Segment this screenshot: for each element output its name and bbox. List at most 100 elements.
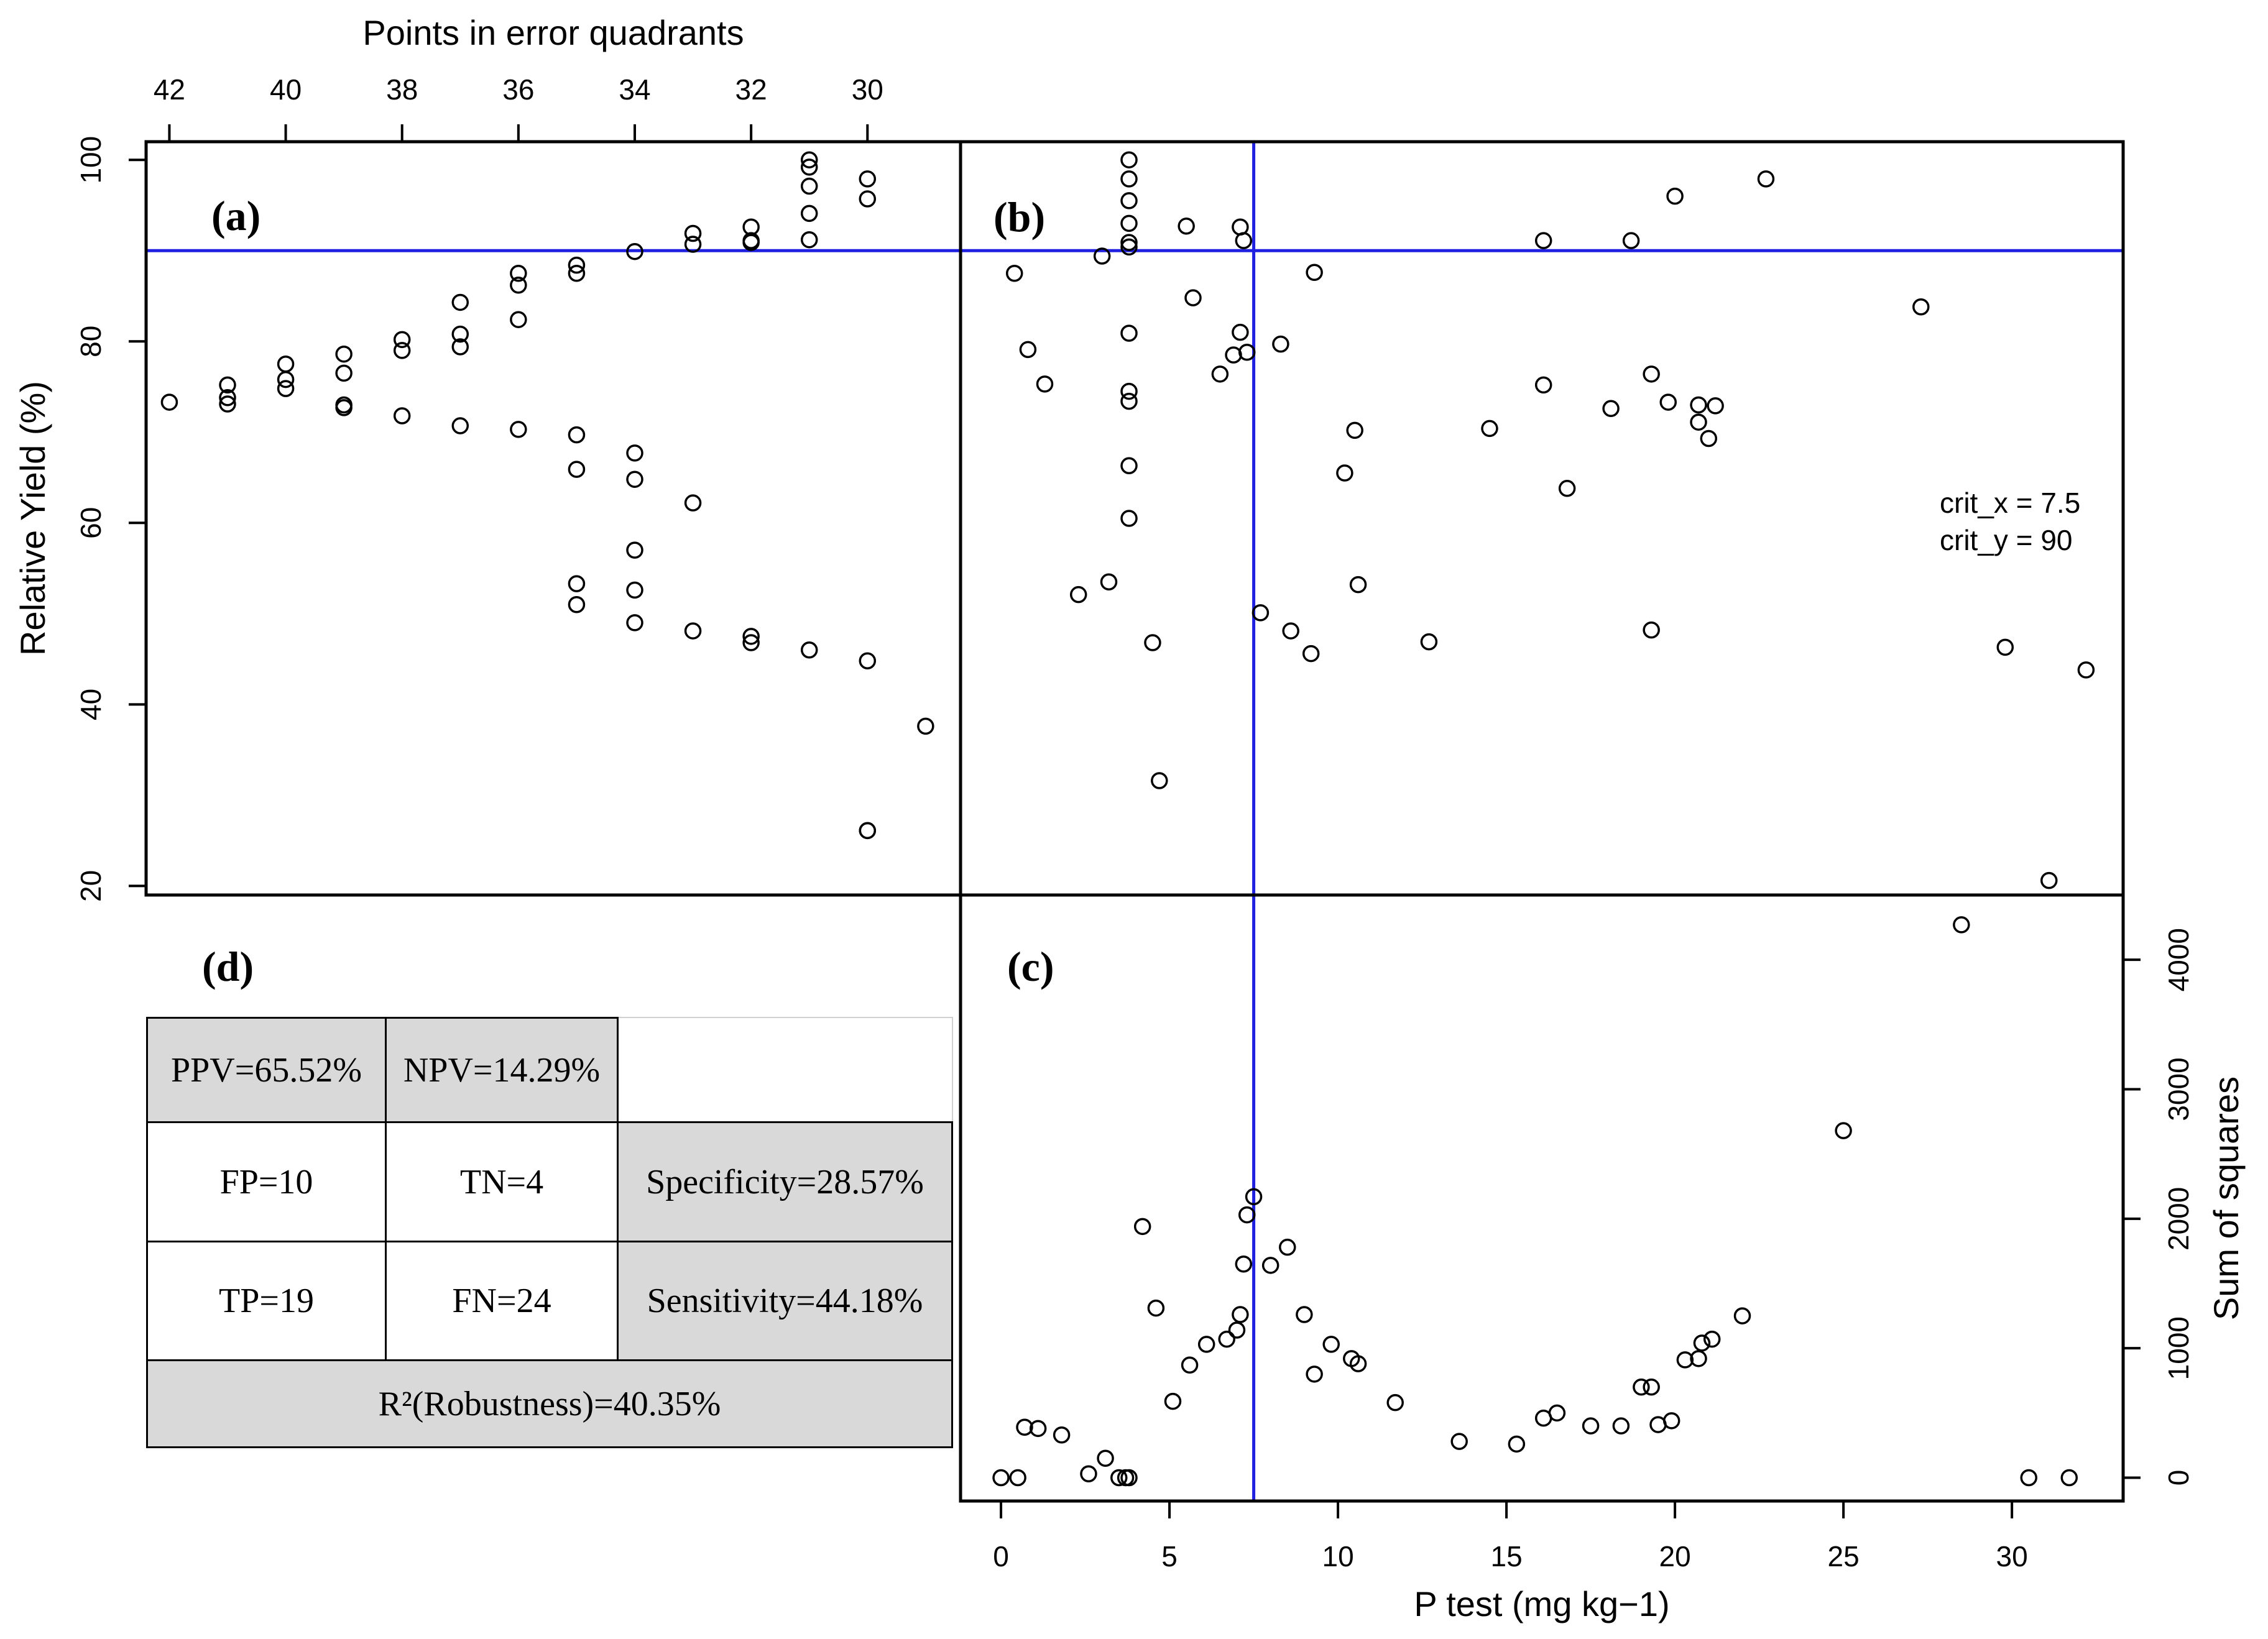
panel-b-point — [1120, 392, 1138, 410]
panel-b-point — [1346, 421, 1363, 439]
panel-b-point — [1232, 218, 1249, 236]
empty-top-right-cell — [619, 1017, 953, 1123]
panel-a-point — [917, 717, 934, 735]
panel-b-point — [1120, 324, 1138, 342]
crit-y-annotation: crit_y = 90 — [1940, 524, 2073, 556]
panel-c-point — [1676, 1351, 1694, 1369]
panel-c-point — [1097, 1449, 1114, 1467]
left-axis-tick-label: 100 — [75, 136, 107, 184]
panel-a-point — [859, 170, 877, 188]
top-axis-tick-label: 42 — [154, 73, 185, 106]
panel-b-point — [1336, 464, 1353, 482]
panel-c-point — [1306, 1366, 1323, 1383]
panel-c-point — [1703, 1330, 1721, 1348]
panel-b-point — [1178, 218, 1195, 235]
npv-cell: NPV=14.29% — [385, 1017, 619, 1123]
panel-a-point — [684, 236, 702, 253]
panel-a-point — [568, 426, 586, 444]
panel-c-point — [1690, 1350, 1707, 1367]
panel-b-point — [1232, 323, 1249, 341]
panel-a-point — [684, 224, 702, 242]
panel-b-point — [1666, 187, 1684, 205]
panel-c-point — [1296, 1306, 1313, 1323]
panel-b-point — [1225, 346, 1242, 364]
panel-a-label: (a) — [211, 192, 260, 239]
panel-a-point — [335, 399, 353, 416]
panel-a-point — [568, 256, 586, 274]
top-axis-tick-label: 34 — [619, 73, 650, 106]
panel-b-point — [1120, 151, 1138, 168]
panel-a-point — [510, 311, 527, 328]
panel-c-point — [2060, 1469, 2078, 1487]
panel-c-point — [1279, 1238, 1296, 1256]
panel-b-point — [1093, 247, 1111, 265]
panel-a-point — [568, 575, 586, 592]
panel-a-point — [626, 242, 643, 260]
panel-a-point — [451, 293, 469, 311]
panel-a-point — [568, 595, 586, 613]
panel-b-point — [1235, 232, 1253, 249]
panel-c-point — [1232, 1306, 1249, 1323]
panel-a-point — [393, 331, 411, 349]
panel-a-point — [684, 622, 702, 640]
panel-b-point — [1306, 264, 1323, 282]
panel-b-point — [1700, 429, 1718, 448]
panel-b-point — [1558, 480, 1576, 497]
panel-b-point — [1643, 621, 1660, 639]
panel-b-point — [1100, 573, 1118, 590]
panel-a-point — [510, 276, 527, 294]
panel-a-point — [626, 541, 643, 559]
panel-c-point — [1643, 1378, 1660, 1396]
panel-c-point — [1733, 1307, 1751, 1325]
panel-a-point — [451, 417, 469, 434]
panel-c-point — [1120, 1469, 1138, 1487]
panel-a-point — [451, 325, 469, 343]
panel-c-point — [1164, 1392, 1182, 1410]
top-axis-tick-label: 30 — [852, 73, 883, 106]
panel-d-label: (d) — [202, 943, 254, 990]
panel-a-point — [684, 494, 702, 512]
left-axis-tick-label: 40 — [75, 689, 107, 720]
panel-a-point — [160, 393, 178, 411]
panel-b-point — [1120, 214, 1138, 232]
panel-c-point — [1835, 1122, 1852, 1139]
panel-a-point — [626, 471, 643, 488]
bottom-axis-tick-label: 0 — [993, 1540, 1009, 1572]
panel-b-point — [1252, 604, 1270, 622]
panel-a-point — [800, 158, 818, 176]
panel-c-point — [1238, 1206, 1256, 1224]
right-axis-tick-label: 3000 — [2162, 1057, 2195, 1121]
panel-b-point — [1302, 645, 1320, 663]
fp-cell: FP=10 — [146, 1121, 387, 1242]
panel-b-point — [1659, 393, 1677, 411]
panel-b-point — [2077, 661, 2095, 679]
panel-c-point — [1612, 1417, 1630, 1435]
bottom-axis-tick-label: 30 — [1996, 1540, 2028, 1572]
panel-c-point — [1080, 1465, 1097, 1482]
panel-a-point — [568, 264, 586, 282]
panel-c-label: (c) — [1007, 943, 1054, 990]
panel-c-point — [1009, 1469, 1026, 1487]
crit-x-annotation: crit_x = 7.5 — [1940, 487, 2080, 519]
top-axis-tick-label: 32 — [735, 73, 767, 106]
panel-a-point — [568, 461, 586, 478]
panel-b-point — [1005, 264, 1023, 282]
panel-b-point — [1184, 289, 1202, 306]
panel-a-point — [277, 356, 295, 373]
panel-a-point — [393, 342, 411, 359]
panel-b-point — [1420, 633, 1438, 651]
fn-cell: FN=24 — [385, 1241, 619, 1361]
panel-b-point — [1534, 232, 1552, 249]
panel-b-point — [1120, 457, 1138, 475]
left-axis-title: Relative Yield (%) — [13, 381, 52, 656]
panel-c-point — [1133, 1218, 1151, 1236]
panel-c-point — [1548, 1404, 1566, 1422]
panel-c-point — [1386, 1393, 1404, 1412]
panel-a-point — [800, 177, 818, 195]
panel-c-frame — [959, 893, 2125, 1503]
panel-a-point — [277, 380, 295, 397]
top-axis-tick-label: 36 — [502, 73, 534, 106]
top-axis-tick-label: 40 — [270, 73, 302, 106]
